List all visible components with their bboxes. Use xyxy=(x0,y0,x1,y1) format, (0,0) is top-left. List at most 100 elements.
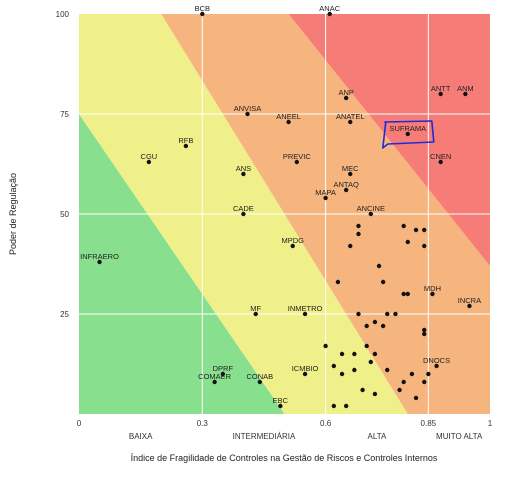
point-label: ANCINE xyxy=(357,204,385,213)
data-point xyxy=(401,379,406,385)
data-point xyxy=(302,311,308,317)
highlight-box xyxy=(382,120,435,149)
y-tick-label: 100 xyxy=(56,10,70,19)
y-tick-label: 25 xyxy=(60,310,69,319)
axes: 0 0.3 0.6 0.85 1 25 50 75 100 BAIXA INTERMEDIÁRIA A… xyxy=(56,10,493,441)
data-point xyxy=(368,359,374,365)
data-point xyxy=(372,319,378,325)
data-point xyxy=(405,239,410,245)
data-point xyxy=(327,11,332,17)
data-point xyxy=(212,379,217,385)
data-point xyxy=(364,343,369,349)
data-point xyxy=(380,279,386,285)
data-point xyxy=(335,279,341,285)
point-label: CGU xyxy=(141,152,158,161)
data-point xyxy=(368,211,374,217)
data-point xyxy=(397,387,402,393)
x-tick-label: 0.85 xyxy=(421,419,437,428)
data-point xyxy=(200,11,205,17)
data-point xyxy=(356,311,361,317)
data-point xyxy=(348,119,353,125)
data-point xyxy=(372,391,378,397)
data-point xyxy=(401,223,406,229)
data-point xyxy=(372,351,378,357)
data-point xyxy=(405,131,410,137)
data-point xyxy=(331,403,337,409)
data-point xyxy=(331,363,337,369)
point-label: ANEEL xyxy=(276,112,301,121)
x-tick-label: 1 xyxy=(488,419,493,428)
data-point xyxy=(422,379,427,385)
point-label: INFRAERO xyxy=(80,252,119,261)
x-category-label: BAIXA xyxy=(129,432,153,441)
data-point xyxy=(278,403,283,409)
data-point xyxy=(364,323,369,329)
point-label: SUFRAMA xyxy=(389,124,426,133)
data-point xyxy=(352,367,357,373)
data-point xyxy=(286,119,291,125)
point-label: ANTT xyxy=(431,84,451,93)
data-point xyxy=(393,311,398,317)
data-point xyxy=(422,331,427,337)
point-label: ANVISA xyxy=(234,104,262,113)
y-tick-label: 50 xyxy=(60,210,69,219)
point-label: DNOCS xyxy=(423,356,450,365)
data-point xyxy=(241,211,246,217)
data-point xyxy=(220,371,226,377)
x-tick-label: 0.3 xyxy=(197,419,209,428)
data-point xyxy=(467,303,472,309)
data-point xyxy=(183,143,189,149)
x-tick-label: 0.6 xyxy=(320,419,332,428)
point-label: ANS xyxy=(236,164,251,173)
x-tick-label: 0 xyxy=(77,419,82,428)
data-point xyxy=(245,111,250,117)
point-label: ICMBIO xyxy=(292,364,319,373)
data-point xyxy=(422,227,427,233)
point-label: MEC xyxy=(342,164,359,173)
data-point xyxy=(302,371,308,377)
data-point xyxy=(438,159,443,165)
x-category-label: MUITO ALTA xyxy=(436,432,483,441)
data-point xyxy=(339,371,345,377)
point-label: INMETRO xyxy=(288,304,323,313)
point-label: DPRF xyxy=(213,364,234,373)
point-label: COMAER xyxy=(198,372,232,381)
point-label: MPDG xyxy=(281,236,304,245)
y-axis-title: Poder de Regulação xyxy=(8,173,18,255)
data-point xyxy=(385,367,390,373)
data-point xyxy=(97,259,102,265)
data-point xyxy=(339,351,345,357)
data-point xyxy=(380,323,386,329)
point-label: ANATEL xyxy=(336,112,365,121)
data-point xyxy=(343,95,349,101)
point-label: CONAB xyxy=(247,372,274,381)
data-point xyxy=(385,311,390,317)
point-label: MAPA xyxy=(315,188,336,197)
point-label: MDH xyxy=(424,284,441,293)
data-point xyxy=(348,243,353,249)
data-point xyxy=(360,387,365,393)
point-label: INCRA xyxy=(458,296,481,305)
point-label: BCB xyxy=(195,4,210,13)
data-point xyxy=(405,291,410,297)
y-tick-label: 75 xyxy=(60,110,69,119)
annotation-layer xyxy=(382,120,435,149)
data-point xyxy=(356,231,361,237)
x-axis-title: Índice de Fragilidade de Controles na Ge… xyxy=(131,453,438,463)
data-point xyxy=(343,403,349,409)
data-point xyxy=(323,195,328,201)
data-point xyxy=(426,371,431,377)
data-point xyxy=(323,343,328,349)
data-point xyxy=(401,291,406,297)
point-label: ANM xyxy=(457,84,474,93)
x-category-label: INTERMEDIÁRIA xyxy=(233,432,296,441)
point-label: CNEN xyxy=(430,152,451,161)
data-point xyxy=(463,91,468,97)
point-label: CADE xyxy=(233,204,254,213)
data-point xyxy=(257,379,263,385)
data-point xyxy=(376,263,382,269)
data-point xyxy=(422,327,427,333)
point-label: RFB xyxy=(178,136,193,145)
data-point xyxy=(241,171,246,177)
